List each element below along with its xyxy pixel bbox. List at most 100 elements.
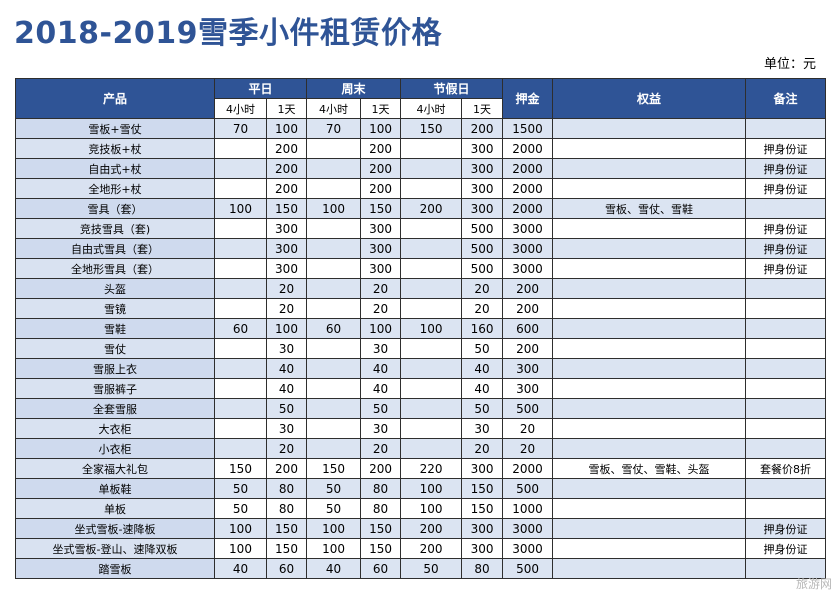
rights-cell: 雪板、雪仗、雪鞋 [552, 198, 747, 219]
header-product: 产品 [15, 78, 215, 119]
weekday-1d-cell: 200 [265, 458, 308, 479]
rights-cell [552, 258, 747, 279]
deposit-cell: 500 [502, 478, 554, 499]
weekday-1d-cell: 20 [265, 438, 308, 459]
table-row: 雪具（套） 100 150 100 150 200 300 2000 雪板、雪仗、雪鞋 [15, 198, 827, 219]
holiday-1d-cell: 20 [461, 278, 504, 299]
product-cell: 全套雪服 [15, 398, 215, 419]
deposit-cell: 200 [502, 338, 554, 359]
table-row: 雪服上衣 40 40 40 300 [15, 358, 827, 379]
holiday-4h-cell: 150 [400, 118, 463, 139]
product-cell: 头盔 [15, 278, 215, 299]
table-row: 全地形雪具（套） 300 300 500 3000 押身份证 [15, 258, 827, 279]
weekend-1d-cell: 200 [360, 178, 402, 199]
weekend-1d-cell: 20 [360, 278, 402, 299]
holiday-4h-cell [400, 398, 463, 419]
weekday-1d-cell: 60 [265, 558, 308, 579]
holiday-4h-cell [400, 218, 463, 239]
deposit-cell: 600 [502, 318, 554, 339]
weekday-1d-cell: 150 [265, 198, 308, 219]
holiday-4h-cell [400, 258, 463, 279]
holiday-4h-cell [400, 298, 463, 319]
table-row: 单板 50 80 50 80 100 150 1000 [15, 498, 827, 519]
weekend-1d-cell: 60 [360, 558, 402, 579]
product-cell: 踏雪板 [15, 558, 215, 579]
rights-cell [552, 178, 747, 199]
weekday-4h-cell [214, 218, 267, 239]
weekday-4h-cell: 100 [214, 518, 267, 539]
note-cell [745, 318, 827, 339]
deposit-cell: 500 [502, 558, 554, 579]
weekend-1d-cell: 40 [360, 358, 402, 379]
product-cell: 雪鞋 [15, 318, 215, 339]
weekend-4h-cell [306, 218, 362, 239]
weekday-4h-cell [214, 158, 267, 179]
deposit-cell: 200 [502, 278, 554, 299]
weekend-1d-cell: 300 [360, 238, 402, 259]
weekend-1d-cell: 50 [360, 398, 402, 419]
deposit-cell: 2000 [502, 178, 554, 199]
weekend-1d-cell: 150 [360, 518, 402, 539]
weekend-4h-cell [306, 338, 362, 359]
header-weekday-1d: 1天 [265, 98, 308, 119]
deposit-cell: 3000 [502, 518, 554, 539]
product-cell: 雪仗 [15, 338, 215, 359]
note-cell [745, 398, 827, 419]
holiday-4h-cell [400, 378, 463, 399]
table-row: 坐式雪板-登山、速降双板 100 150 100 150 200 300 3000 押身份证 [15, 538, 827, 559]
deposit-cell: 2000 [502, 198, 554, 219]
rights-cell [552, 298, 747, 319]
holiday-4h-cell: 220 [400, 458, 463, 479]
weekday-1d-cell: 80 [265, 478, 308, 499]
note-cell: 押身份证 [745, 158, 827, 179]
holiday-4h-cell [400, 238, 463, 259]
weekend-4h-cell [306, 158, 362, 179]
weekend-1d-cell: 200 [360, 458, 402, 479]
product-cell: 雪板+雪仗 [15, 118, 215, 139]
header-holiday-4h: 4小时 [400, 98, 463, 119]
note-cell [745, 498, 827, 519]
rights-cell [552, 238, 747, 259]
weekday-4h-cell [214, 358, 267, 379]
product-cell: 坐式雪板-登山、速降双板 [15, 538, 215, 559]
weekday-4h-cell [214, 418, 267, 439]
table-row: 雪服裤子 40 40 40 300 [15, 378, 827, 399]
weekend-1d-cell: 200 [360, 158, 402, 179]
weekend-1d-cell: 30 [360, 418, 402, 439]
rights-cell [552, 118, 747, 139]
product-cell: 竞技雪具（套) [15, 218, 215, 239]
deposit-cell: 20 [502, 418, 554, 439]
product-cell: 雪镜 [15, 298, 215, 319]
weekend-1d-cell: 150 [360, 538, 402, 559]
rights-cell [552, 218, 747, 239]
weekday-4h-cell: 100 [214, 198, 267, 219]
rights-cell: 雪板、雪仗、雪鞋、头盔 [552, 458, 747, 479]
note-cell [745, 558, 827, 579]
weekday-4h-cell [214, 398, 267, 419]
weekend-1d-cell: 300 [360, 258, 402, 279]
deposit-cell: 3000 [502, 258, 554, 279]
rights-cell [552, 318, 747, 339]
holiday-1d-cell: 500 [461, 258, 504, 279]
holiday-1d-cell: 80 [461, 558, 504, 579]
weekday-4h-cell [214, 298, 267, 319]
holiday-1d-cell: 300 [461, 178, 504, 199]
deposit-cell: 2000 [502, 458, 554, 479]
weekday-1d-cell: 100 [265, 318, 308, 339]
table-row: 竞技雪具（套) 300 300 500 3000 押身份证 [15, 218, 827, 239]
weekend-4h-cell: 60 [306, 318, 362, 339]
note-cell: 押身份证 [745, 138, 827, 159]
unit-label: 单位：元 [763, 57, 816, 72]
table-row: 雪镜 20 20 20 200 [15, 298, 827, 319]
table-row: 雪板+雪仗 70 100 70 100 150 200 1500 [15, 118, 827, 139]
weekend-4h-cell [306, 178, 362, 199]
product-cell: 自由式+杖 [15, 158, 215, 179]
deposit-cell: 3000 [502, 538, 554, 559]
note-cell [745, 418, 827, 439]
weekday-4h-cell [214, 278, 267, 299]
weekday-1d-cell: 200 [265, 138, 308, 159]
product-cell: 雪服裤子 [15, 378, 215, 399]
table-row: 雪仗 30 30 50 200 [15, 338, 827, 359]
note-cell [745, 478, 827, 499]
holiday-4h-cell: 50 [400, 558, 463, 579]
